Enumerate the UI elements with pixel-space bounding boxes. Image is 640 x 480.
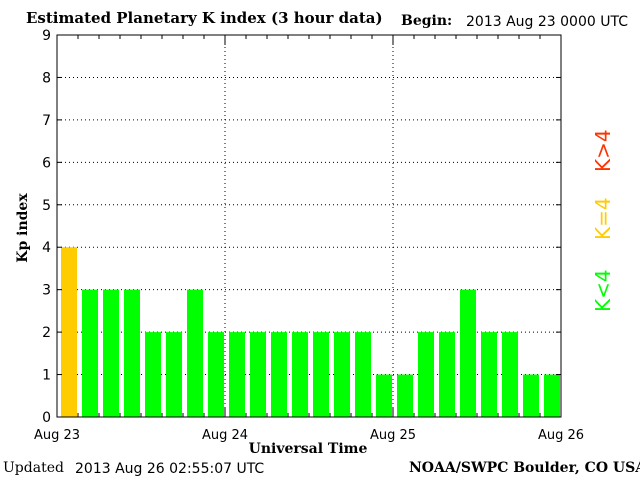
y-tick-label: 4 — [42, 240, 51, 256]
grid-lines — [57, 35, 561, 417]
bars — [61, 247, 560, 417]
kp-bar — [82, 289, 98, 417]
chart-title: Estimated Planetary K index (3 hour data… — [26, 9, 383, 27]
x-tick-label: Aug 23 — [34, 428, 80, 443]
kp-bar — [145, 332, 161, 417]
y-tick-label: 9 — [42, 28, 51, 44]
y-tick-label: 6 — [42, 155, 51, 171]
begin-label: Begin: — [401, 13, 453, 29]
kp-bar — [61, 247, 77, 417]
kp-bar — [187, 289, 203, 417]
kp-bar — [292, 332, 308, 417]
kp-bar — [502, 332, 518, 417]
updated-value: 2013 Aug 26 02:55:07 UTC — [75, 461, 265, 477]
kp-bar — [481, 332, 497, 417]
kp-bar — [418, 332, 434, 417]
legend-k-equal-4: K=4 — [591, 197, 615, 240]
kp-bar — [355, 332, 371, 417]
x-tick-labels: Aug 23 Aug 24 Aug 25 Aug 26 — [34, 428, 584, 443]
y-tick-label: 8 — [42, 70, 51, 86]
kp-bar — [439, 332, 455, 417]
x-tick-label: Aug 26 — [538, 428, 584, 443]
kp-bar — [523, 374, 539, 417]
kp-bar — [313, 332, 329, 417]
y-tick-label: 7 — [42, 113, 51, 129]
kp-bar — [460, 289, 476, 417]
y-tick-label: 0 — [42, 410, 51, 426]
kp-bar — [229, 332, 245, 417]
legend-k-less-than-4: K<4 — [591, 269, 615, 312]
begin-value: 2013 Aug 23 0000 UTC — [466, 14, 628, 30]
credit-text: NOAA/SWPC Boulder, CO USA — [409, 460, 640, 476]
y-tick-labels: 0 1 2 3 4 5 6 7 8 9 — [42, 28, 51, 426]
x-tick-label: Aug 24 — [202, 428, 248, 443]
y-tick-label: 5 — [42, 198, 51, 214]
kp-bar — [376, 374, 392, 417]
kp-bar — [208, 332, 224, 417]
kp-bar — [250, 332, 266, 417]
kp-bar — [166, 332, 182, 417]
kp-bar — [124, 289, 140, 417]
updated-label: Updated — [3, 460, 64, 476]
legend-k-greater-than-4: K>4 — [591, 129, 615, 172]
y-axis-label: Kp index — [15, 193, 31, 263]
kp-bar — [334, 332, 350, 417]
y-tick-label: 3 — [42, 283, 51, 299]
kp-bar — [271, 332, 287, 417]
kp-bar — [103, 289, 119, 417]
kp-bar — [544, 374, 560, 417]
y-tick-label: 2 — [42, 325, 51, 341]
axis-ticks — [56, 34, 562, 418]
x-axis-label: Universal Time — [249, 441, 368, 457]
x-tick-label: Aug 25 — [370, 428, 416, 443]
y-tick-label: 1 — [42, 368, 51, 384]
kp-bar — [397, 374, 413, 417]
